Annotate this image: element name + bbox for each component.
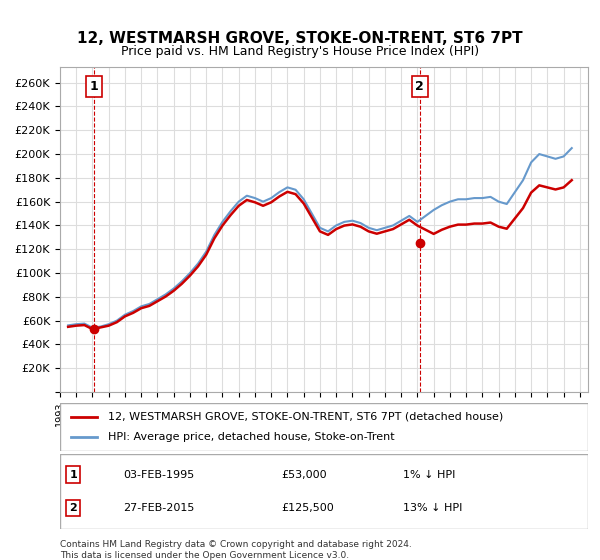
Text: 03-FEB-1995: 03-FEB-1995 <box>124 470 194 480</box>
Text: 2: 2 <box>415 80 424 93</box>
Text: 1: 1 <box>89 80 98 93</box>
Text: £53,000: £53,000 <box>282 470 328 480</box>
FancyBboxPatch shape <box>60 454 588 529</box>
Text: Contains HM Land Registry data © Crown copyright and database right 2024.
This d: Contains HM Land Registry data © Crown c… <box>60 540 412 560</box>
Text: 12, WESTMARSH GROVE, STOKE-ON-TRENT, ST6 7PT (detached house): 12, WESTMARSH GROVE, STOKE-ON-TRENT, ST6… <box>107 412 503 422</box>
FancyBboxPatch shape <box>60 403 588 451</box>
Text: 13% ↓ HPI: 13% ↓ HPI <box>403 503 463 513</box>
Text: Price paid vs. HM Land Registry's House Price Index (HPI): Price paid vs. HM Land Registry's House … <box>121 45 479 58</box>
Text: HPI: Average price, detached house, Stoke-on-Trent: HPI: Average price, detached house, Stok… <box>107 432 394 442</box>
Text: £125,500: £125,500 <box>282 503 335 513</box>
Text: 12, WESTMARSH GROVE, STOKE-ON-TRENT, ST6 7PT: 12, WESTMARSH GROVE, STOKE-ON-TRENT, ST6… <box>77 31 523 46</box>
Text: 1: 1 <box>70 470 77 480</box>
Text: 2: 2 <box>70 503 77 513</box>
Text: 1% ↓ HPI: 1% ↓ HPI <box>403 470 455 480</box>
Text: 27-FEB-2015: 27-FEB-2015 <box>124 503 195 513</box>
